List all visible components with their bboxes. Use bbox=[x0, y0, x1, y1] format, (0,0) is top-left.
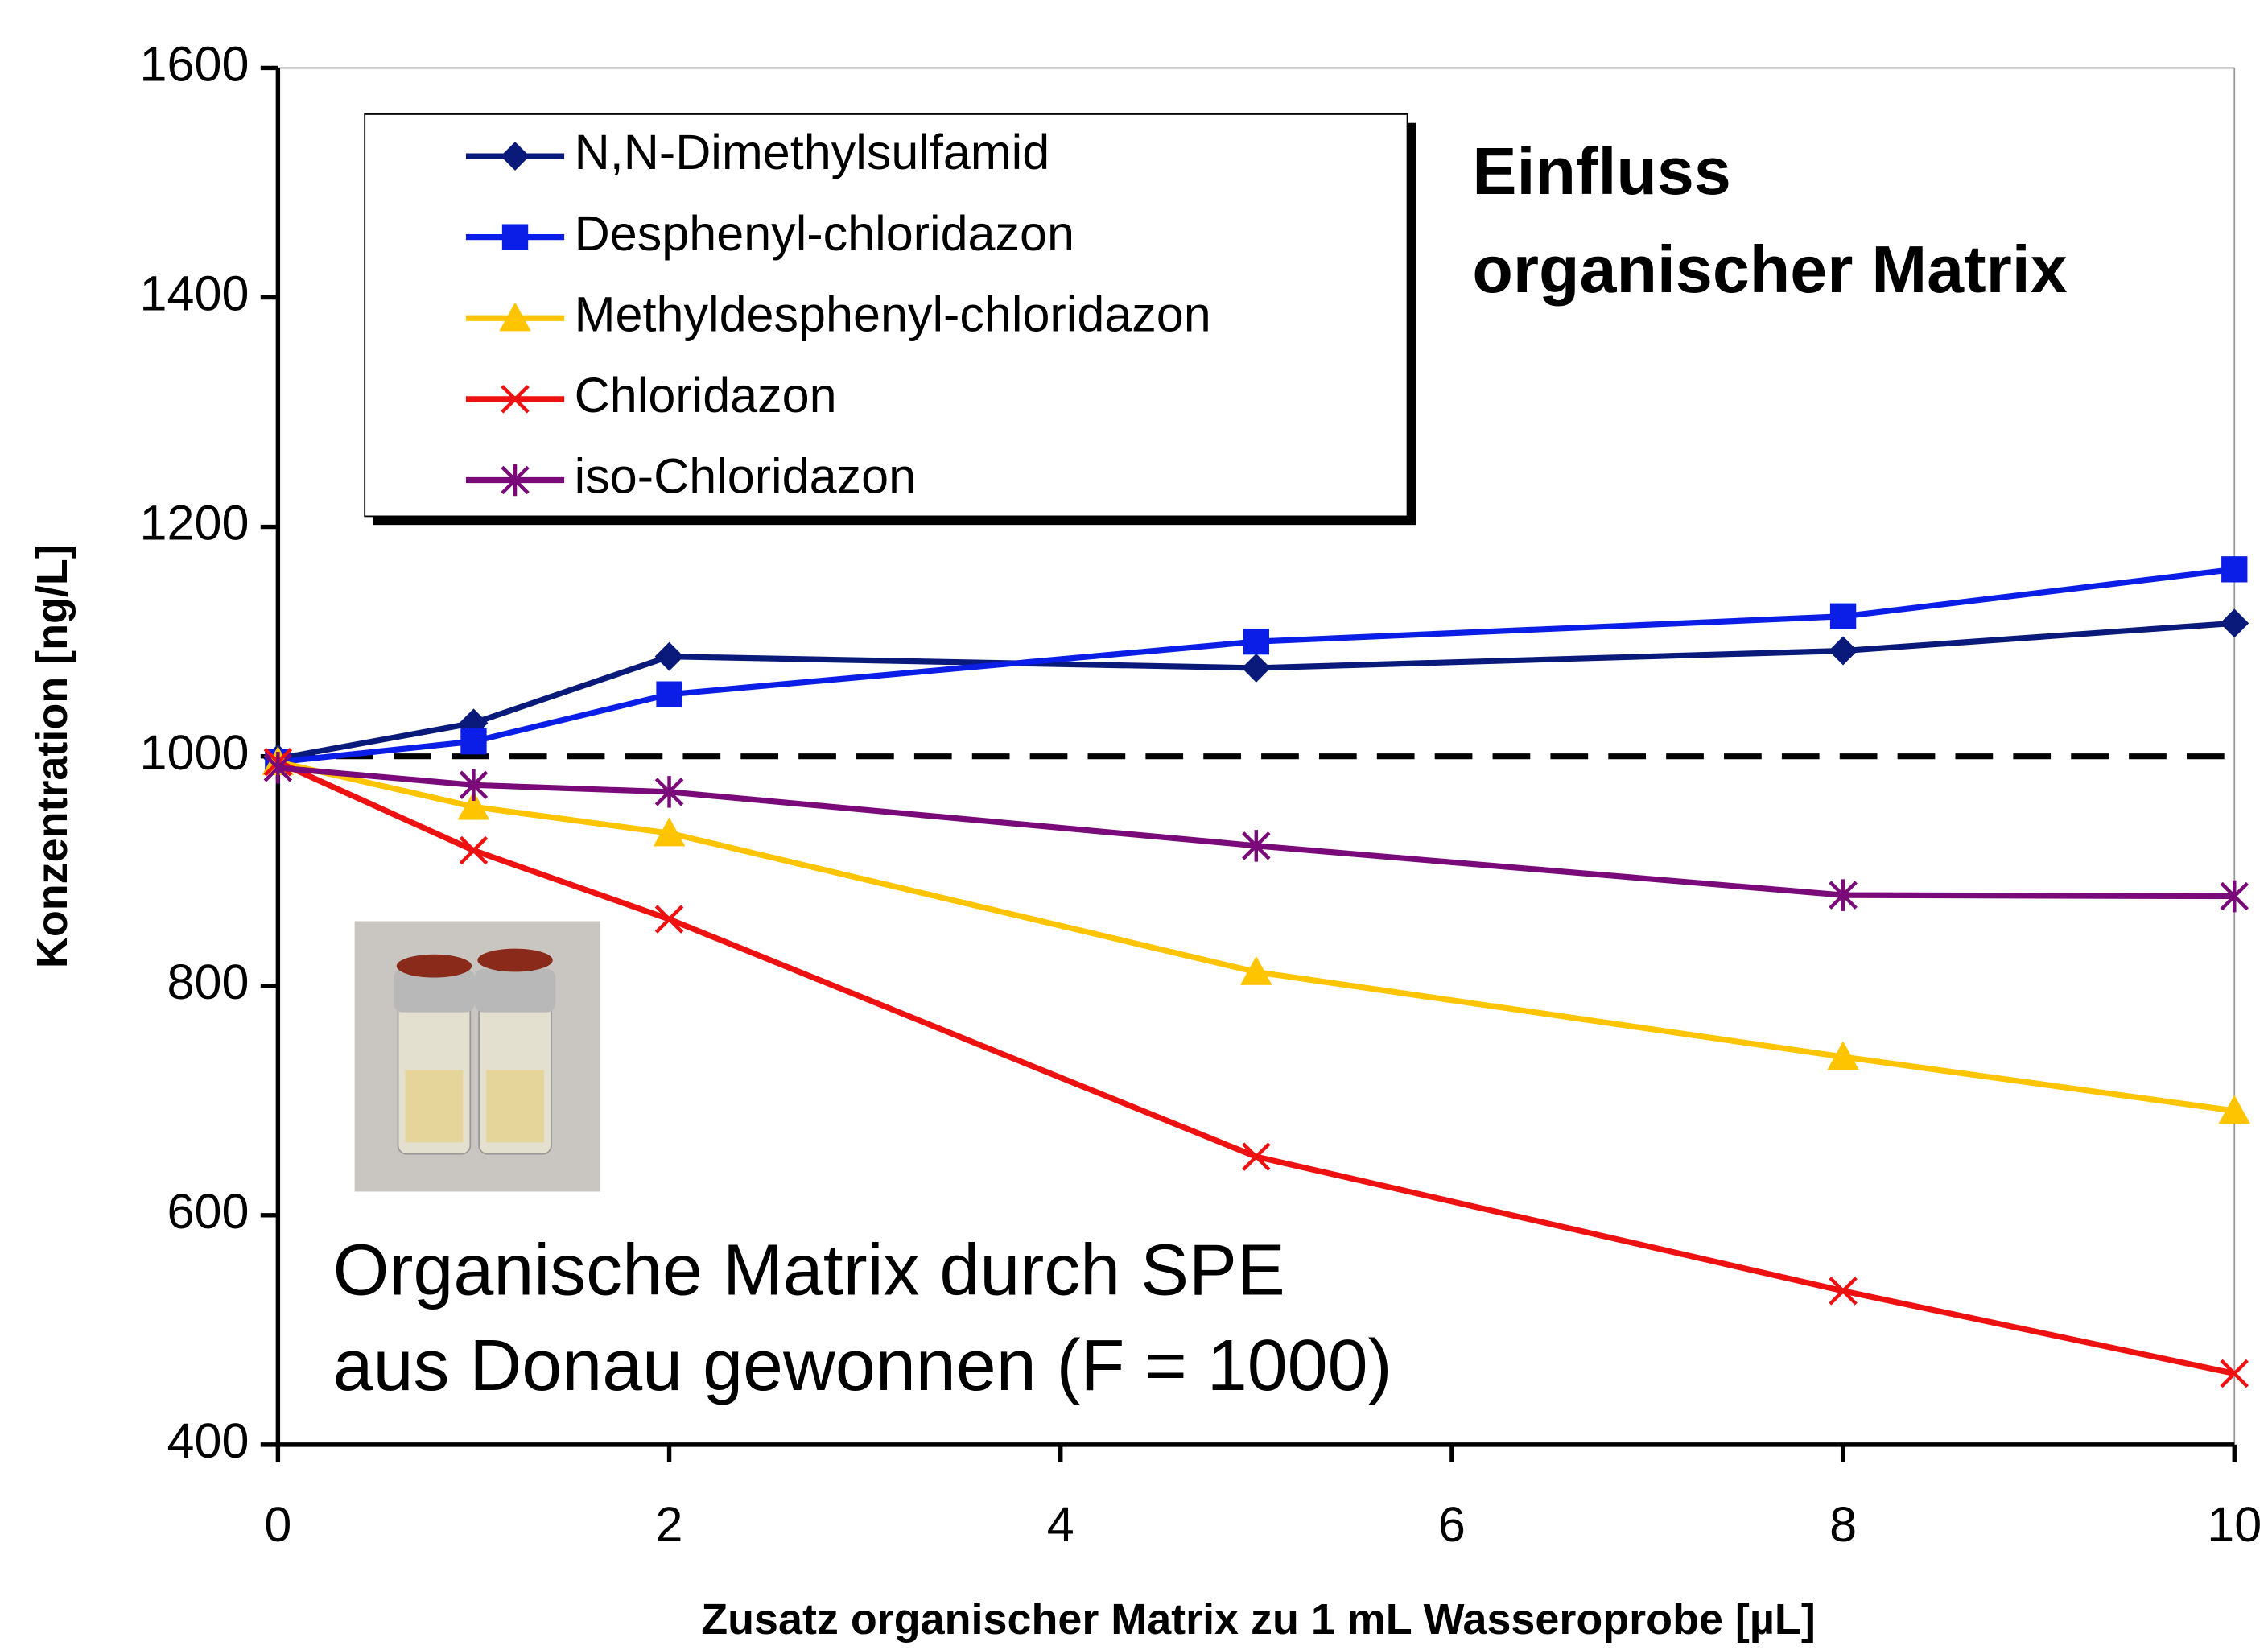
marker bbox=[656, 906, 682, 932]
x-tick-label: 8 bbox=[1829, 1497, 1857, 1552]
y-tick-label: 1400 bbox=[140, 266, 249, 321]
marker bbox=[1829, 637, 1858, 666]
y-tick-label: 600 bbox=[167, 1184, 249, 1239]
legend-label: N,N-Dimethylsulfamid bbox=[575, 125, 1050, 179]
y-tick-label: 1000 bbox=[140, 725, 249, 780]
legend: N,N-Dimethylsulfamid Desphenyl-chloridazo… bbox=[365, 114, 1416, 525]
annotation: Organische Matrix durch SPE bbox=[333, 1230, 1285, 1310]
x-tick-label: 4 bbox=[1047, 1497, 1074, 1552]
marker bbox=[502, 224, 528, 250]
x-tick-label: 6 bbox=[1438, 1497, 1466, 1552]
marker bbox=[656, 682, 682, 707]
y-tick-label: 1600 bbox=[140, 37, 249, 92]
legend-label: Desphenyl-chloridazon bbox=[575, 206, 1074, 261]
marker bbox=[460, 837, 486, 863]
x-tick-label: 0 bbox=[264, 1497, 291, 1552]
x-axis-title: Zusatz organischer Matrix zu 1 mL Wasser… bbox=[701, 1595, 1816, 1644]
legend-label: iso-Chloridazon bbox=[575, 449, 916, 504]
page: {"chart_data": {"type": "line", "xlabel"… bbox=[0, 0, 2268, 1650]
annotation: aus Donau gewonnen (F = 1000) bbox=[333, 1326, 1392, 1406]
x-tick-label: 10 bbox=[2207, 1497, 2262, 1552]
legend-label: Methyldesphenyl-chloridazon bbox=[575, 287, 1211, 341]
y-axis-title: Konzentration [ng/L] bbox=[28, 544, 76, 968]
marker bbox=[460, 728, 486, 754]
photo bbox=[355, 921, 600, 1191]
marker bbox=[2220, 608, 2249, 637]
y-tick-label: 1200 bbox=[140, 496, 249, 551]
annotation: Einfluss bbox=[1472, 134, 1730, 208]
x-tick-label: 2 bbox=[656, 1497, 683, 1552]
y-tick-label: 800 bbox=[167, 955, 249, 1009]
annotation: organischer Matrix bbox=[1472, 232, 2067, 307]
legend-label: Chloridazon bbox=[575, 368, 837, 423]
chart: Zusatz organischer Matrix zu 1 mL Wasser… bbox=[0, 0, 2268, 1650]
marker bbox=[1242, 654, 1271, 683]
marker bbox=[655, 642, 684, 671]
marker bbox=[1830, 604, 1856, 629]
y-tick-label: 400 bbox=[167, 1413, 249, 1468]
marker bbox=[1243, 629, 1269, 654]
marker bbox=[2221, 556, 2247, 582]
